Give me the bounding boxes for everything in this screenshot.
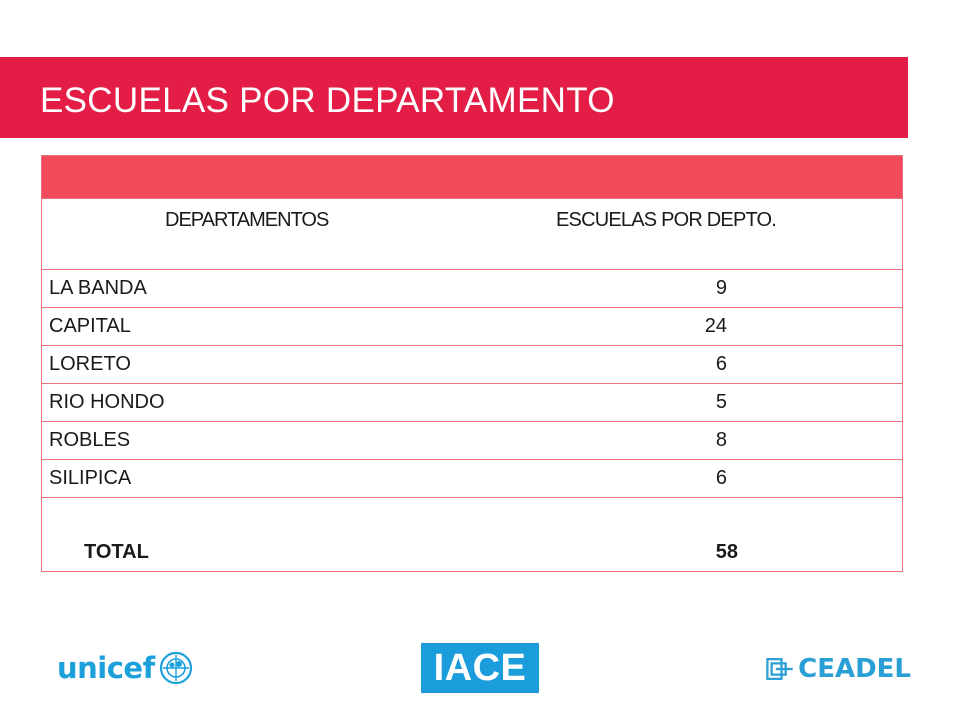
column-header-departamentos: DEPARTAMENTOS: [165, 209, 329, 231]
total-value: 58: [715, 541, 738, 563]
column-header-escuelas: ESCUELAS POR DEPTO.: [556, 209, 777, 231]
ceadel-logo: CEADEL: [766, 651, 911, 687]
department-name: SILIPICA: [49, 467, 132, 489]
table-column-headers: DEPARTAMENTOS ESCUELAS POR DEPTO.: [42, 199, 902, 270]
school-count: 8: [715, 429, 727, 451]
table-row: SILIPICA 6: [42, 460, 902, 498]
school-count: 9: [715, 277, 727, 299]
table-row: LA BANDA 9: [42, 270, 902, 308]
title-banner: [0, 57, 908, 138]
un-globe-icon: [159, 651, 192, 685]
department-name: LORETO: [49, 353, 131, 375]
table-row: ROBLES 8: [42, 422, 902, 460]
table-row: CAPITAL 24: [42, 308, 902, 346]
total-label: TOTAL: [84, 541, 149, 563]
department-name: CAPITAL: [49, 315, 131, 337]
school-count: 6: [715, 353, 727, 375]
unicef-logo: unicef: [57, 648, 202, 688]
unicef-wordmark: unicef: [57, 651, 155, 685]
department-name: ROBLES: [49, 429, 131, 451]
ceadel-mark-icon: [766, 658, 793, 680]
department-name: RIO HONDO: [49, 391, 165, 413]
table-row: RIO HONDO 5: [42, 384, 902, 422]
ceadel-wordmark: CEADEL: [798, 654, 911, 684]
schools-table: DEPARTAMENTOS ESCUELAS POR DEPTO. LA BAN…: [41, 155, 903, 572]
school-count: 24: [704, 315, 727, 337]
school-count: 5: [715, 391, 727, 413]
department-name: LA BANDA: [49, 277, 147, 299]
table-header-band: [42, 156, 902, 199]
school-count: 6: [715, 467, 727, 489]
table-row: LORETO 6: [42, 346, 902, 384]
slide-title: ESCUELAS POR DEPARTAMENTO: [40, 81, 615, 120]
iace-logo: IACE: [421, 643, 539, 693]
table-total-row: TOTAL 58: [42, 498, 902, 571]
